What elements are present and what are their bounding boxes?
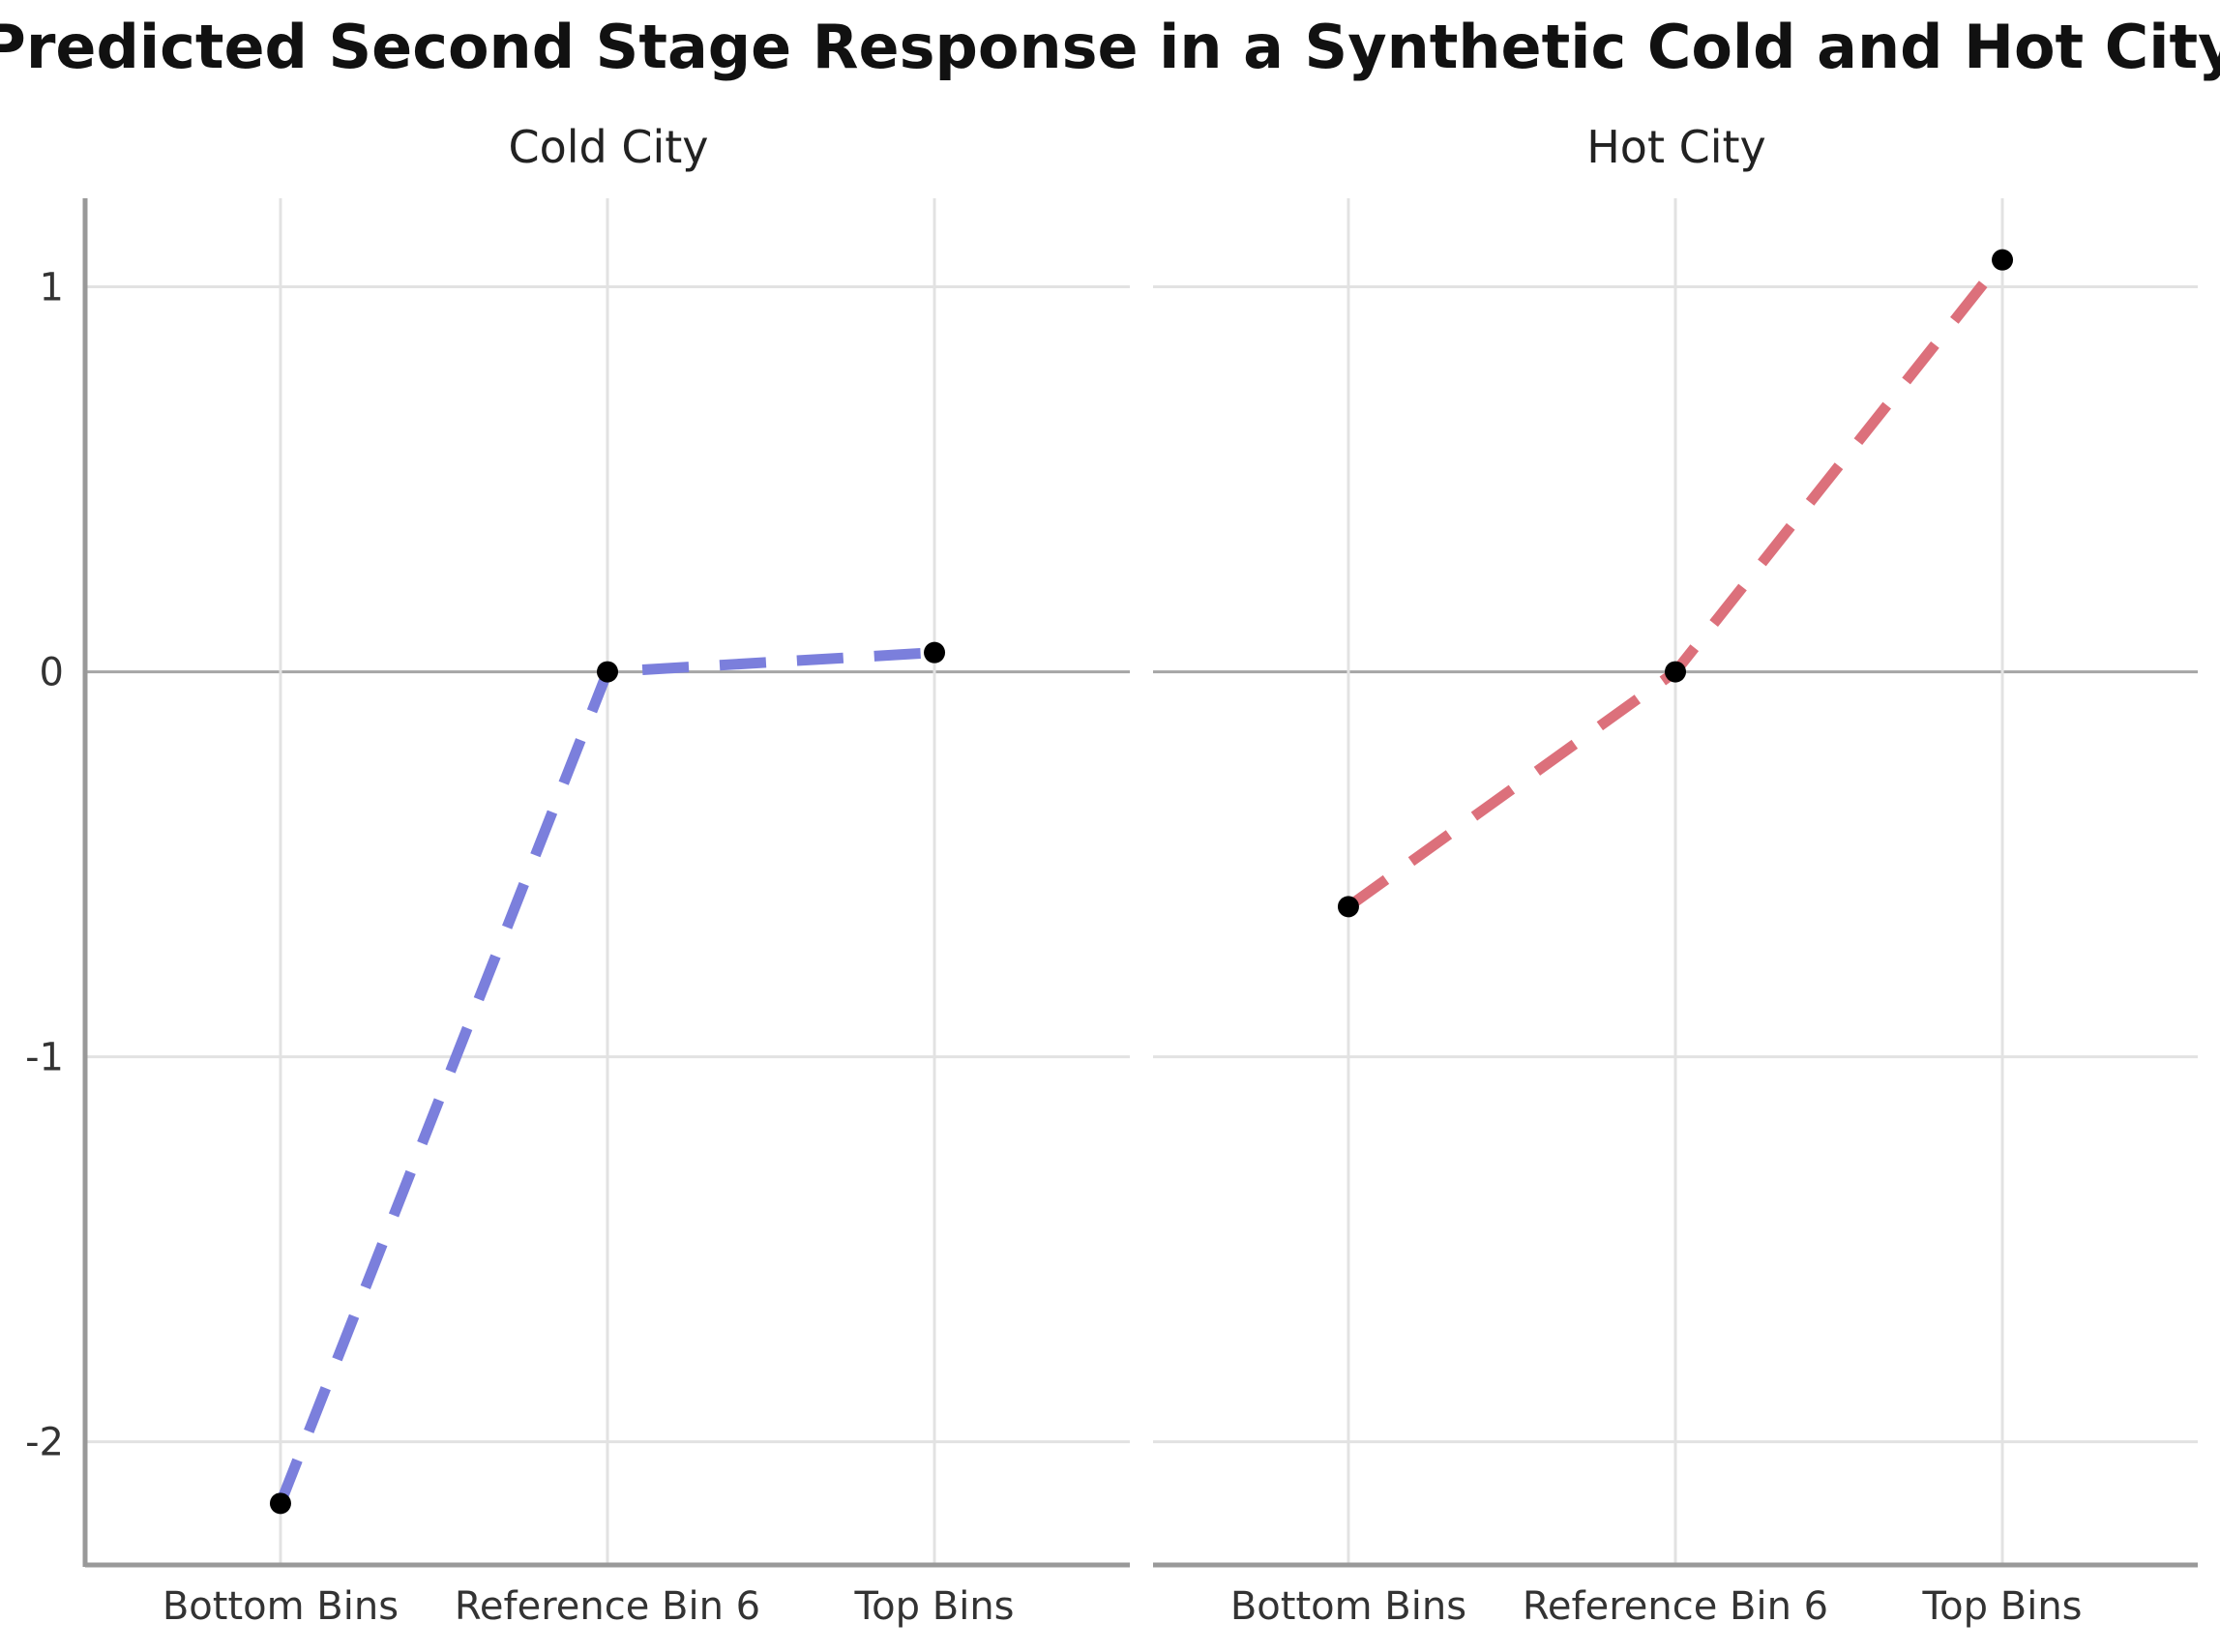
x-tick-label: Top Bins bbox=[1922, 1584, 2083, 1629]
y-tick-label: 0 bbox=[40, 651, 64, 695]
x-tick-label: Reference Bin 6 bbox=[455, 1584, 760, 1629]
panel-1 bbox=[1153, 198, 2198, 1568]
y-tick-label: -2 bbox=[25, 1421, 64, 1465]
x-tick-label: Bottom Bins bbox=[163, 1584, 399, 1629]
y-tick-label: -1 bbox=[25, 1036, 64, 1080]
data-point bbox=[1337, 896, 1359, 918]
facet-label-hot-city: Hot City bbox=[1586, 121, 1766, 173]
data-point bbox=[1992, 249, 2014, 271]
facet-label-cold-city: Cold City bbox=[508, 121, 708, 173]
data-point bbox=[269, 1492, 291, 1515]
chart-title: Predicted Second Stage Response in a Syn… bbox=[0, 12, 2220, 82]
data-point bbox=[1665, 661, 1686, 683]
data-point bbox=[597, 661, 618, 683]
data-point bbox=[924, 641, 946, 664]
y-tick-label: 1 bbox=[40, 266, 64, 310]
x-tick-label: Top Bins bbox=[854, 1584, 1015, 1629]
x-tick-label: Reference Bin 6 bbox=[1523, 1584, 1828, 1629]
panel-0 bbox=[82, 198, 1130, 1568]
x-tick-label: Bottom Bins bbox=[1230, 1584, 1466, 1629]
